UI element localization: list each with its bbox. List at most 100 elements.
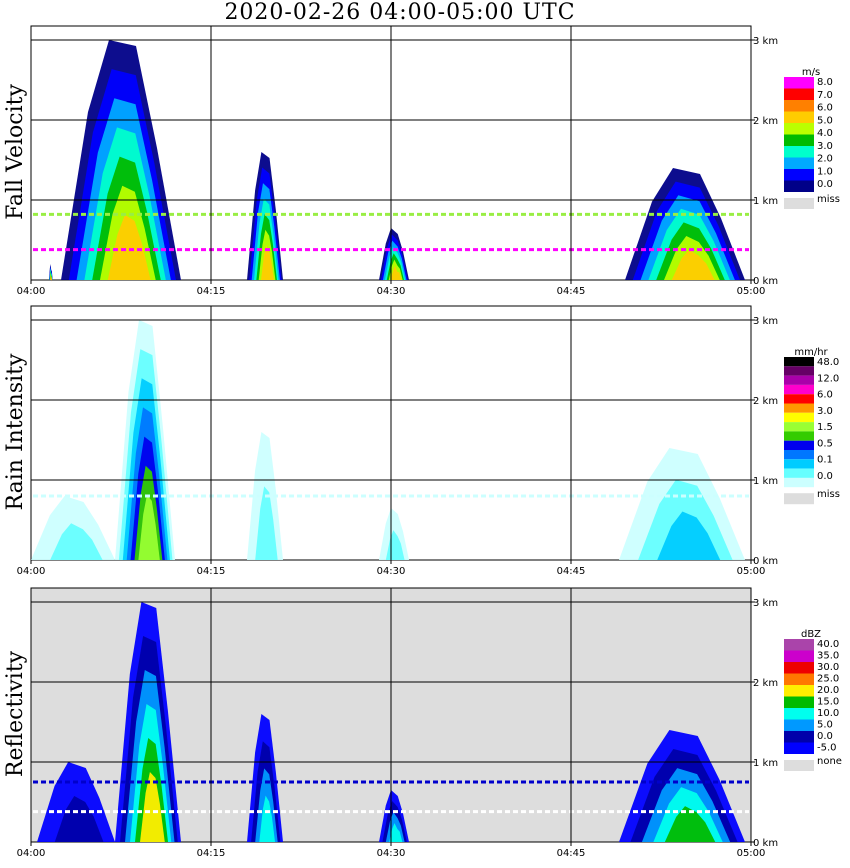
colorbar-label: 1.5 bbox=[817, 422, 833, 433]
colorbar-swatch bbox=[784, 146, 814, 158]
colorbar-label: 0.5 bbox=[817, 438, 833, 449]
colorbar-miss-swatch bbox=[784, 198, 814, 209]
panel-3: 04:00 04:15 04:30 04:45 05:000 km 1 km 2 km 3 k… bbox=[3, 587, 842, 859]
echo-cell bbox=[115, 320, 175, 560]
colorbar-swatch bbox=[784, 88, 814, 100]
x-tick-label: 04:15 bbox=[197, 566, 226, 577]
echo-layer bbox=[50, 275, 52, 282]
x-tick-label: 04:00 bbox=[17, 848, 46, 859]
colorbar-label: 30.0 bbox=[817, 662, 839, 673]
colorbar-label: 40.0 bbox=[817, 639, 839, 650]
colorbar-swatch bbox=[784, 731, 814, 743]
colorbar-label: 3.0 bbox=[817, 141, 833, 152]
y-axis-label: Rain Intensity bbox=[3, 353, 28, 510]
colorbar-label: 8.0 bbox=[817, 77, 833, 88]
y-tick-label: 1 km bbox=[753, 196, 778, 207]
echo-cell bbox=[247, 152, 283, 280]
echo-cell bbox=[619, 730, 745, 842]
colorbar-label: 15.0 bbox=[817, 697, 839, 708]
colorbar-miss-swatch bbox=[784, 760, 814, 771]
x-tick-label: 04:00 bbox=[17, 286, 46, 297]
colorbar-swatch bbox=[784, 742, 814, 754]
colorbar-swatch bbox=[784, 639, 814, 651]
echo-cell bbox=[37, 762, 115, 842]
colorbar: m/s8.0 7.0 6.05.0 4.0 3.0 2.01.0 0.0 miss bbox=[784, 67, 840, 209]
colorbar-swatch bbox=[784, 366, 814, 376]
colorbar-swatch bbox=[784, 384, 814, 395]
colorbar-swatch bbox=[784, 673, 814, 685]
echo-layer bbox=[107, 214, 151, 280]
colorbar-unit: mm/hr bbox=[794, 347, 828, 358]
y-tick-label: 3 km bbox=[753, 316, 778, 327]
colorbar-miss-label: miss bbox=[817, 194, 840, 205]
echo-layer bbox=[54, 796, 104, 842]
colorbar-swatch bbox=[784, 375, 814, 385]
echo-cell bbox=[379, 790, 409, 842]
echo-layer bbox=[255, 486, 278, 560]
colorbar-swatch bbox=[784, 459, 814, 469]
colorbar-swatch bbox=[784, 123, 814, 135]
colorbar-swatch bbox=[784, 719, 814, 731]
y-tick-label: 0 km bbox=[753, 556, 778, 567]
colorbar-label: 1.0 bbox=[817, 166, 833, 177]
colorbar-swatch bbox=[784, 685, 814, 697]
colorbar-swatch bbox=[784, 477, 814, 488]
colorbar-miss-label: none bbox=[817, 756, 842, 767]
colorbar-swatch bbox=[784, 180, 814, 192]
x-tick-label: 04:30 bbox=[377, 566, 406, 577]
echo-cell bbox=[625, 168, 745, 280]
colorbar-swatch bbox=[784, 357, 814, 367]
echo-layer bbox=[657, 511, 721, 560]
colorbar: dBZ40.035.030.025.020.015.010.05.00.0-5.… bbox=[784, 629, 842, 771]
y-tick-label: 1 km bbox=[753, 758, 778, 769]
echo-layer bbox=[261, 245, 274, 280]
x-tick-label: 04:45 bbox=[557, 566, 586, 577]
colorbar-swatch bbox=[784, 431, 814, 441]
colorbar-label: 0.1 bbox=[817, 455, 833, 466]
echo-layer bbox=[389, 823, 403, 842]
colorbar-label: 6.0 bbox=[817, 103, 833, 114]
echo-cell bbox=[31, 496, 115, 560]
colorbar-swatch bbox=[784, 157, 814, 169]
colorbar-label: 7.0 bbox=[817, 90, 833, 101]
colorbar-swatch bbox=[784, 100, 814, 112]
colorbar-miss-label: miss bbox=[817, 489, 840, 500]
y-axis-label: Fall Velocity bbox=[3, 84, 28, 220]
y-tick-label: 2 km bbox=[753, 396, 778, 407]
colorbar-label: 0.0 bbox=[817, 731, 833, 742]
x-tick-label: 04:45 bbox=[557, 848, 586, 859]
colorbar-label: 6.0 bbox=[817, 390, 833, 401]
colorbar-swatch bbox=[784, 77, 814, 89]
y-tick-label: 1 km bbox=[753, 476, 778, 487]
chart-title: 2020-02-26 04:00-05:00 UTC bbox=[224, 0, 576, 25]
colorbar-label: 35.0 bbox=[817, 651, 839, 662]
y-axis-label: Reflectivity bbox=[3, 650, 28, 777]
colorbar-label: 2.0 bbox=[817, 154, 833, 165]
colorbar-swatch bbox=[784, 169, 814, 181]
colorbar-unit: m/s bbox=[802, 67, 820, 78]
colorbar-swatch bbox=[784, 440, 814, 450]
echo-layer bbox=[50, 523, 103, 560]
panel-1: 04:00 04:15 04:30 04:45 05:000 km 1 km 2 km 3 k… bbox=[3, 25, 840, 297]
y-tick-label: 3 km bbox=[753, 598, 778, 609]
colorbar-label: 5.0 bbox=[817, 720, 833, 731]
colorbar-label: 25.0 bbox=[817, 674, 839, 685]
x-tick-label: 05:00 bbox=[737, 566, 766, 577]
echo-layer bbox=[390, 265, 402, 280]
echo-layer bbox=[140, 772, 165, 842]
y-tick-label: 2 km bbox=[753, 116, 778, 127]
echo-cell bbox=[61, 40, 181, 281]
x-tick-label: 04:30 bbox=[377, 848, 406, 859]
y-tick-label: 0 km bbox=[753, 276, 778, 287]
x-tick-label: 04:45 bbox=[557, 286, 586, 297]
echo-layer bbox=[259, 795, 276, 842]
echo-cell bbox=[379, 228, 409, 280]
echo-cell bbox=[619, 448, 745, 560]
colorbar-miss-swatch bbox=[784, 493, 814, 505]
y-tick-label: 2 km bbox=[753, 678, 778, 689]
colorbar-swatch bbox=[784, 650, 814, 662]
y-tick-label: 0 km bbox=[753, 838, 778, 849]
colorbar-label: -5.0 bbox=[817, 743, 837, 754]
colorbar-swatch bbox=[784, 394, 814, 404]
